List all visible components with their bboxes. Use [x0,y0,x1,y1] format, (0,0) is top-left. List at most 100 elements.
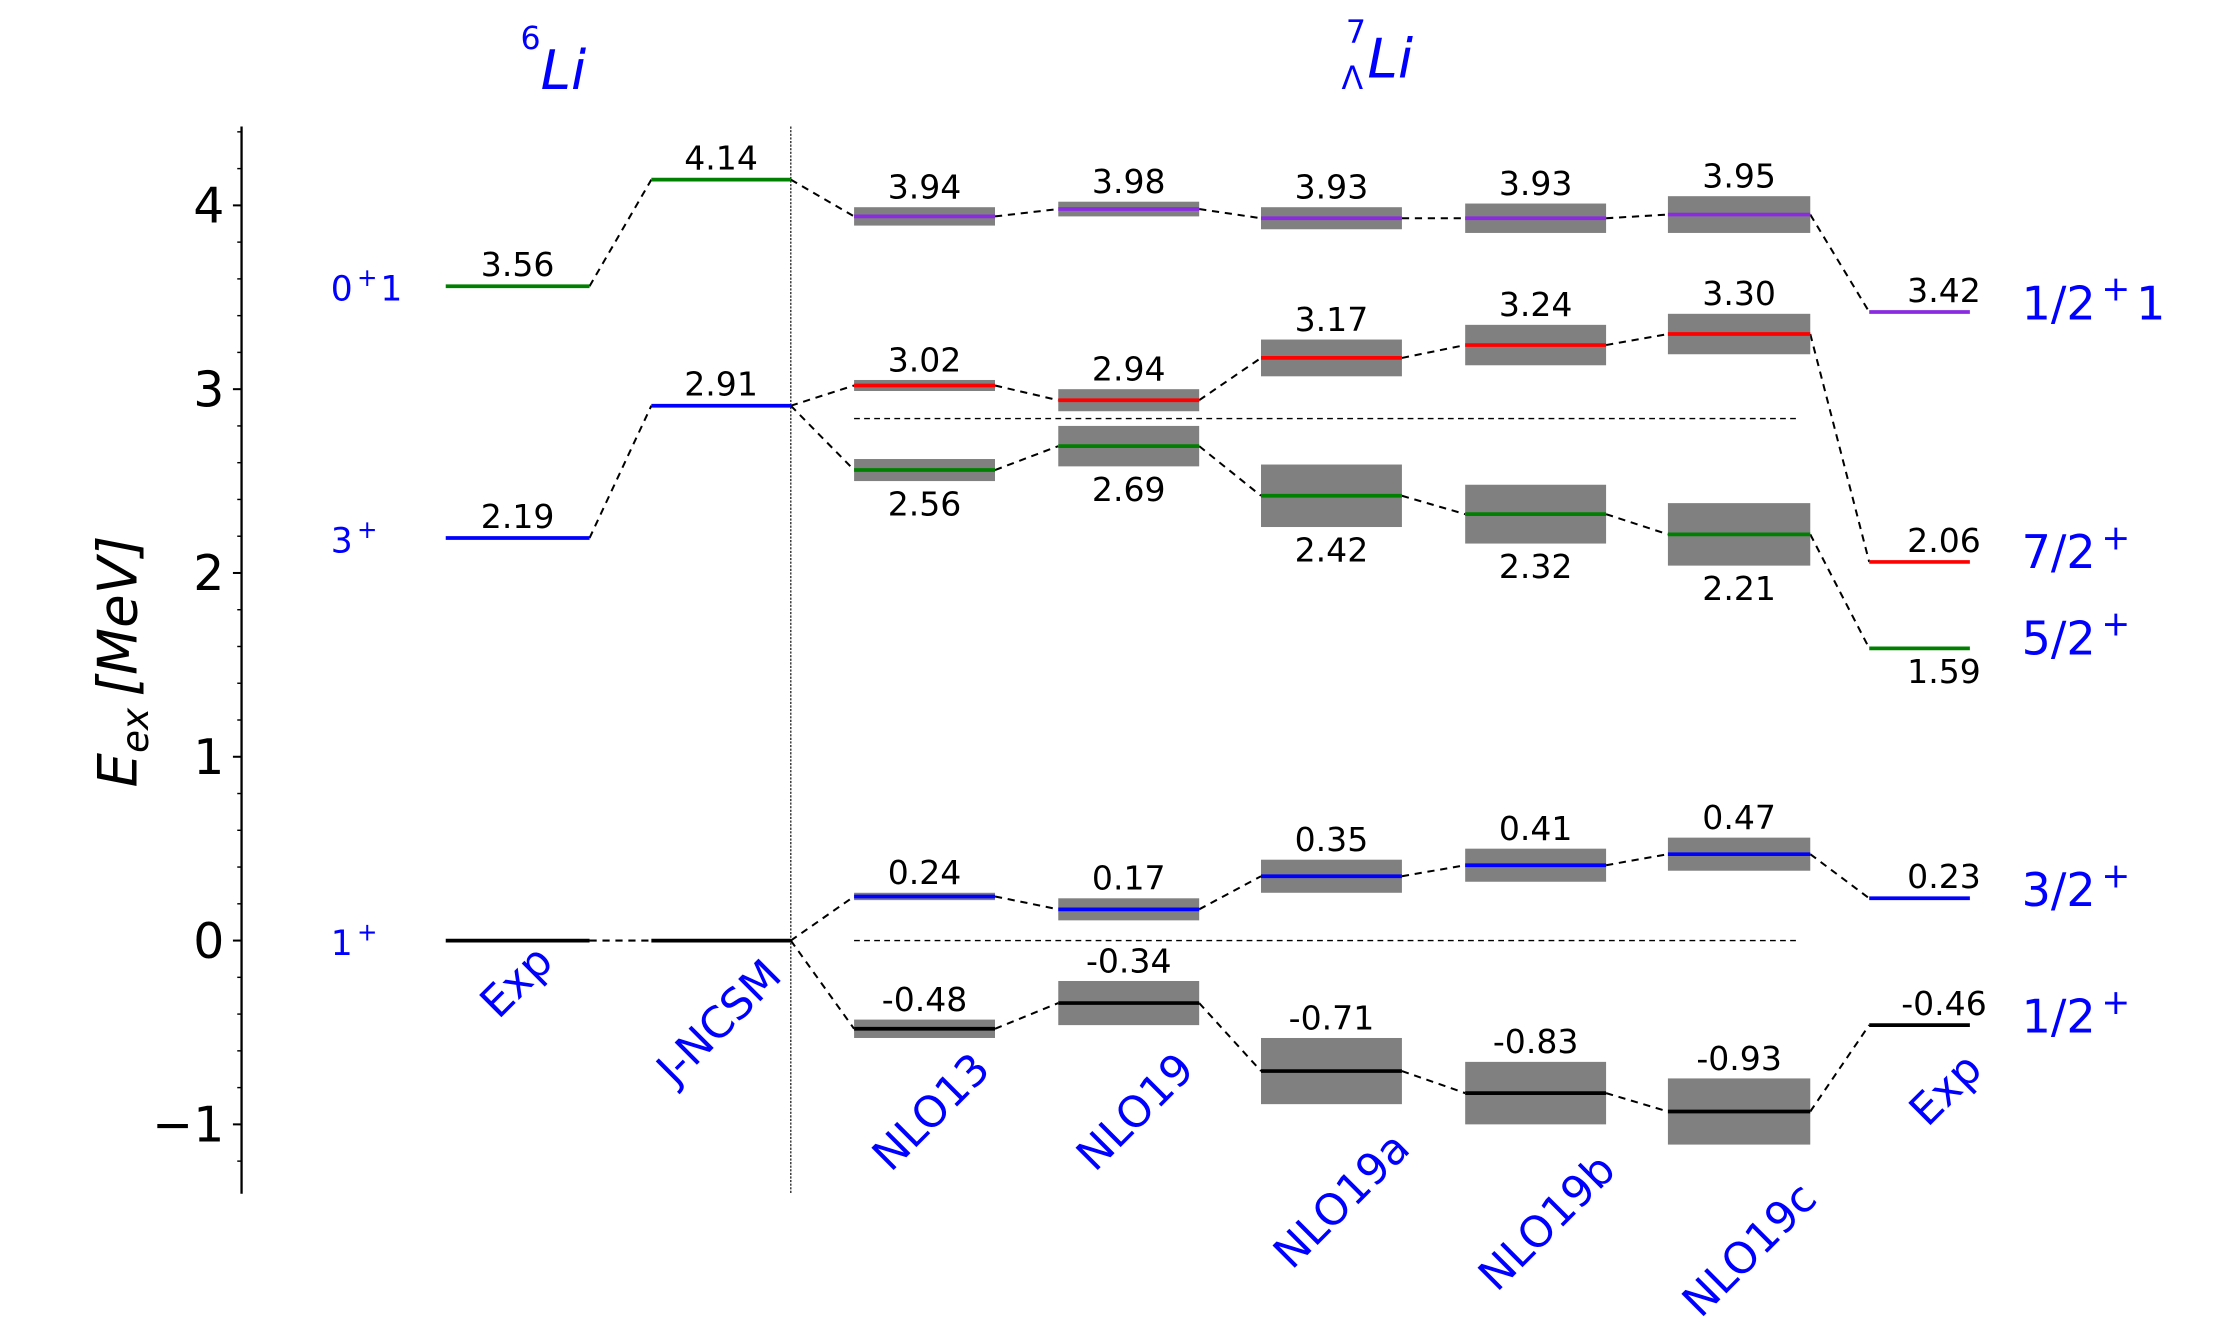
state-label-li7: 3/2 + [2022,856,2131,917]
state-label-main: 7/2 [2022,525,2096,579]
value-label-exp: 0.23 [1907,857,1981,896]
connector-series [1401,494,1466,516]
state-label-sup: + [357,263,377,292]
connector-series-exp [1809,1024,1871,1113]
y-axis-label: Eex [MeV] [86,536,157,788]
title-li7-mass: 7 [1346,15,1366,51]
value-label: 4.14 [684,139,758,178]
title-li7-symbol: Li [1367,27,1413,91]
connector-series [1198,1002,1262,1072]
state-label-main: 1 [331,924,353,964]
state-label-main: 1/2 [2022,990,2096,1044]
connector-series [1605,1092,1669,1113]
state-label-sup: + [2101,856,2130,896]
value-label: 0.47 [1702,798,1776,837]
connector-li6 [588,405,653,539]
value-label: -0.93 [1696,1039,1782,1078]
column-label: NLO19c [1673,1173,1827,1326]
value-label: 3.93 [1295,168,1369,207]
connector-series [1605,853,1669,867]
connector-li6 [588,179,653,287]
value-label: 2.91 [684,365,758,404]
state-label-li6: 3 + [331,515,378,561]
state-label-li6: 1 + [331,918,378,964]
title-li6: 6 Li [521,21,587,102]
state-label-tail: 1 [380,270,402,310]
value-label: 3.17 [1295,300,1369,339]
value-label-exp: -0.46 [1901,984,1987,1023]
connector-series-exp [1809,214,1871,313]
state-label-sup: + [2101,518,2130,558]
y-tick-label: 0 [193,913,224,970]
value-label: 3.24 [1499,285,1573,324]
value-label: 3.30 [1702,274,1776,313]
value-label: 0.24 [888,853,962,892]
energy-levels [445,177,1970,1114]
state-label-sup: + [2101,270,2130,310]
connector-series-exp [1809,333,1871,563]
column-label: Exp [1900,1044,1992,1136]
column-label: NLO19 [1067,1044,1204,1181]
connector-series [1605,333,1669,347]
value-label: 0.41 [1499,809,1573,848]
connector-lines [588,178,1871,1113]
y-tick-label: 3 [193,361,224,418]
value-label: 2.32 [1499,547,1573,586]
svg-text:Eex[MeV]: Eex [MeV] [86,536,157,788]
connector-series [790,939,855,1030]
state-label-li7: 7/2 + [2022,518,2131,579]
state-label-li7: 1/2 + [2022,983,2131,1044]
value-labels: 3.56 4.14 2.19 2.91 3.94 3.98 3.93 3.93 3.95 3.42… [481,139,1987,1078]
state-labels: 0 +13 +1 +1/2 +17/2 +5/2 +3/2 +1/2 + [331,263,2166,1043]
value-label: 2.69 [1092,470,1166,509]
column-label: NLO19b [1469,1145,1625,1301]
value-label-exp: 2.06 [1907,521,1981,560]
connector-series [994,1002,1059,1030]
state-label-main: 3 [331,521,353,561]
value-label: 2.19 [481,497,555,536]
value-label: -0.83 [1493,1022,1579,1061]
title-li6-symbol: Li [541,38,587,102]
connector-series [1605,513,1669,536]
value-label: -0.71 [1289,998,1375,1037]
connector-series [994,208,1059,218]
title-li6-mass: 6 [521,21,541,57]
connector-series [994,895,1059,911]
y-tick-label: −1 [152,1097,224,1154]
value-label: -0.34 [1086,941,1172,980]
connector-series [1198,445,1262,497]
value-label-exp: 1.59 [1907,652,1981,691]
connector-series [1401,864,1466,878]
y-axis-label-unit: [MeV] [86,536,150,697]
column-label: Exp [471,936,563,1028]
value-label: 3.98 [1092,162,1166,201]
value-label: 2.94 [1092,350,1166,389]
y-tick-label: 2 [193,545,224,602]
value-label: 2.42 [1295,531,1369,570]
connector-series [1198,875,1262,911]
state-label-main: 0 [331,270,353,310]
state-label-sup: + [357,918,377,947]
connector-series [1401,1070,1466,1095]
value-label: -0.48 [882,980,968,1019]
connector-series [1198,357,1262,402]
connector-series [790,384,855,407]
value-label: 0.35 [1295,820,1369,859]
title-li7-lambda-sub: Λ [1342,61,1364,97]
state-label-main: 5/2 [2022,611,2096,665]
state-label-main: 3/2 [2022,863,2096,917]
value-label: 3.93 [1499,164,1573,203]
value-label: 0.17 [1092,859,1166,898]
state-label-sup: + [2101,605,2130,645]
connector-series [994,445,1059,471]
state-label-tail: 1 [2136,276,2165,330]
state-label-sup: + [357,515,377,544]
value-label: 2.56 [888,485,962,524]
connector-series [1199,208,1262,220]
connector-series [994,384,1059,402]
connector-series [790,405,855,471]
y-tick-label: 1 [193,729,224,786]
column-label: NLO19a [1264,1123,1420,1279]
state-label-sup: + [2101,983,2130,1023]
